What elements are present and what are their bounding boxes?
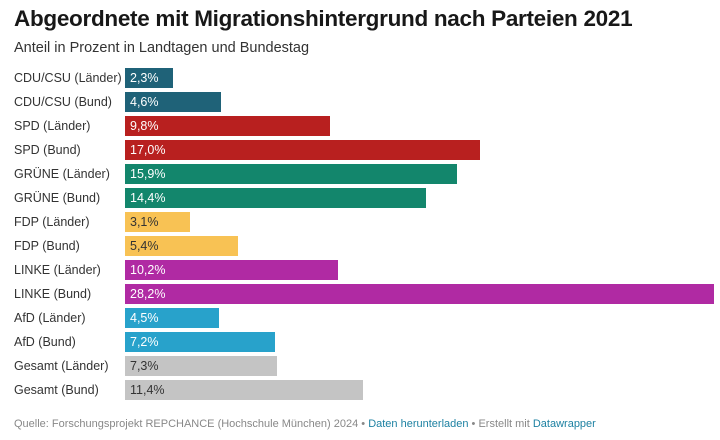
- value-label: 4,5%: [130, 311, 159, 325]
- created-with-text: Erstellt mit: [478, 418, 533, 430]
- category-label: CDU/CSU (Bund): [14, 95, 112, 109]
- bar: [125, 284, 714, 304]
- bar: [125, 68, 173, 88]
- bar: [125, 236, 238, 256]
- bar: [125, 164, 457, 184]
- value-label: 9,8%: [130, 119, 159, 133]
- category-label: FDP (Bund): [14, 239, 80, 253]
- value-label: 14,4%: [130, 191, 166, 205]
- bar: [125, 188, 426, 208]
- category-label: GRÜNE (Bund): [14, 191, 101, 205]
- category-label: SPD (Bund): [14, 143, 81, 157]
- bar: [125, 308, 219, 328]
- separator: •: [358, 418, 369, 430]
- value-label: 5,4%: [130, 239, 159, 253]
- value-label: 3,1%: [130, 215, 159, 229]
- bar: [125, 332, 275, 352]
- source-text: Quelle: Forschungsprojekt REPCHANCE (Hoc…: [14, 418, 359, 430]
- category-label: AfD (Länder): [14, 311, 86, 325]
- bar: [125, 212, 190, 232]
- value-label: 28,2%: [130, 287, 166, 301]
- category-label: SPD (Länder): [14, 119, 91, 133]
- chart-title: Abgeordnete mit Migrationshintergrund na…: [14, 6, 633, 31]
- bar-chart: CDU/CSU (Länder) 2,3% CDU/CSU (Bund) 4,6% SP…: [14, 68, 714, 400]
- value-label: 2,3%: [130, 71, 159, 85]
- bar: [125, 356, 277, 376]
- category-label: LINKE (Bund): [14, 287, 92, 301]
- bar: [125, 140, 480, 160]
- value-label: 17,0%: [130, 143, 166, 157]
- value-label: 15,9%: [130, 167, 166, 181]
- datawrapper-link[interactable]: Datawrapper: [532, 418, 596, 430]
- download-data-link[interactable]: Daten herunterladen: [368, 418, 469, 430]
- category-label: GRÜNE (Länder): [14, 167, 110, 181]
- value-label: 4,6%: [130, 95, 159, 109]
- chart-subtitle: Anteil in Prozent in Landtagen und Bunde…: [14, 40, 310, 56]
- category-label: FDP (Länder): [14, 215, 90, 229]
- bar: [125, 92, 221, 112]
- value-label: 7,3%: [130, 359, 159, 373]
- category-label: CDU/CSU (Länder): [14, 71, 122, 85]
- category-label: AfD (Bund): [14, 335, 76, 349]
- bar: [125, 380, 363, 400]
- value-label: 11,4%: [130, 383, 165, 397]
- bar: [125, 116, 330, 136]
- value-label: 10,2%: [130, 263, 166, 277]
- category-label: Gesamt (Bund): [14, 383, 99, 397]
- category-label: LINKE (Länder): [14, 263, 101, 277]
- footer: Quelle: Forschungsprojekt REPCHANCE (Hoc…: [14, 418, 596, 430]
- category-label: Gesamt (Länder): [14, 359, 109, 373]
- separator: •: [468, 418, 479, 430]
- bar: [125, 260, 338, 280]
- value-label: 7,2%: [130, 335, 159, 349]
